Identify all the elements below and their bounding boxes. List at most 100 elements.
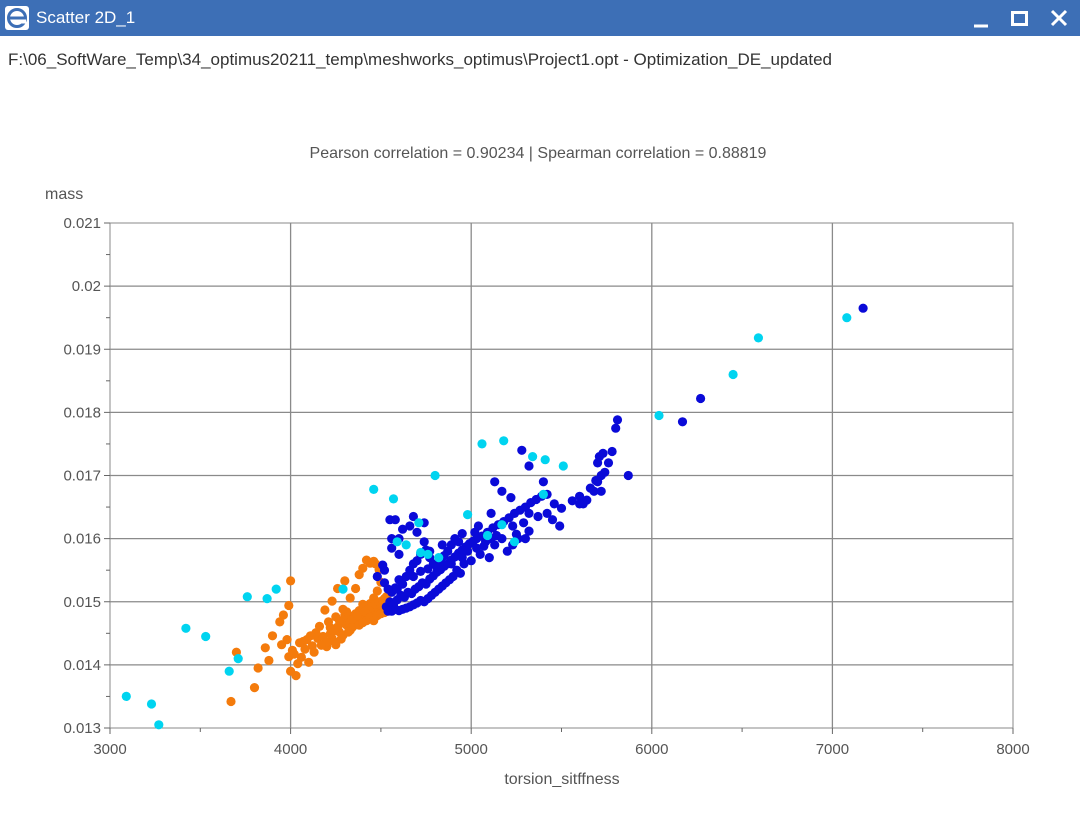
scatter-point xyxy=(457,553,467,563)
x-tick-label: 8000 xyxy=(996,741,1029,758)
scatter-point xyxy=(262,594,272,604)
scatter-point xyxy=(611,423,621,433)
scatter-point xyxy=(434,553,444,563)
scatter-point xyxy=(482,530,493,541)
close-icon[interactable] xyxy=(1040,0,1078,36)
scatter-point xyxy=(528,452,538,462)
scatter-point xyxy=(226,696,236,707)
scatter-point xyxy=(654,410,664,421)
scatter-point xyxy=(502,546,512,556)
x-tick-label: 6000 xyxy=(635,741,668,758)
scatter-point xyxy=(575,499,585,509)
x-axis-label: torsion_sitffness xyxy=(504,771,619,788)
scatter-point xyxy=(304,657,314,667)
scatter-point xyxy=(388,494,399,504)
scatter-point xyxy=(121,691,131,702)
y-tick-label: 0.018 xyxy=(63,404,101,421)
scatter-point xyxy=(542,508,552,518)
scatter-point xyxy=(490,477,500,487)
y-tick-label: 0.016 xyxy=(63,531,101,548)
scatter-point xyxy=(300,644,310,654)
scatter-point xyxy=(338,604,348,614)
scatter-point xyxy=(463,509,473,520)
scatter-point xyxy=(146,699,157,709)
scatter-point xyxy=(295,638,305,648)
scatter-point xyxy=(379,565,390,575)
scatter-point xyxy=(589,486,599,496)
scatter-point xyxy=(600,467,610,477)
scatter-point xyxy=(598,448,608,458)
scatter-point xyxy=(508,521,518,531)
scatter-point xyxy=(497,520,507,530)
scatter-point xyxy=(398,524,408,534)
scatter-point xyxy=(291,671,301,681)
y-tick-label: 0.015 xyxy=(63,594,101,611)
scatter-point xyxy=(201,631,211,642)
y-axis-label: mass xyxy=(45,186,83,203)
x-tick-label: 5000 xyxy=(455,741,488,758)
scatter-point xyxy=(309,647,319,657)
scatter-point xyxy=(430,470,440,481)
scatter-point xyxy=(253,663,263,673)
scatter-point xyxy=(623,470,633,481)
scatter-point xyxy=(372,586,382,596)
chart-title: Pearson correlation = 0.90234 | Spearman… xyxy=(310,145,767,162)
window-titlebar: Scatter 2D_1 xyxy=(0,0,1080,36)
scatter-point xyxy=(470,527,480,537)
scatter-point xyxy=(524,526,534,536)
y-tick-label: 0.017 xyxy=(63,468,101,485)
scatter-point xyxy=(264,655,274,666)
scatter-point xyxy=(323,617,334,627)
scatter-point xyxy=(401,540,411,550)
scatter-point xyxy=(499,436,509,446)
scatter-point xyxy=(533,511,543,522)
y-tick-label: 0.02 xyxy=(72,278,101,295)
grid xyxy=(109,222,1014,729)
minimize-icon[interactable] xyxy=(962,0,1000,36)
scatter-point xyxy=(540,455,550,465)
y-tick-label: 0.014 xyxy=(63,657,101,674)
scatter-point xyxy=(497,534,507,544)
scatter-point xyxy=(408,511,418,522)
scatter-point xyxy=(484,553,494,563)
scatter-point xyxy=(509,537,520,547)
scatter-point xyxy=(331,612,341,622)
scatter-point xyxy=(753,333,764,343)
x-tick-label: 4000 xyxy=(274,741,307,758)
scatter-point xyxy=(517,445,527,455)
scatter-point xyxy=(316,640,326,650)
scatter-point xyxy=(358,563,368,573)
scatter-point xyxy=(329,636,339,647)
scatter-point xyxy=(286,576,296,586)
scatter-point xyxy=(842,313,852,323)
maximize-icon[interactable] xyxy=(1000,0,1038,36)
scatter-point xyxy=(524,508,534,518)
scatter-point xyxy=(677,417,688,427)
scatter-point xyxy=(277,640,287,650)
scatter-point xyxy=(596,486,606,496)
scatter-point xyxy=(486,508,496,518)
scatter-point xyxy=(369,484,379,494)
scatter-point xyxy=(392,584,402,594)
x-tick-label: 7000 xyxy=(816,741,849,758)
scatter-point xyxy=(524,461,534,471)
scatter-point xyxy=(728,369,738,380)
scatter-point xyxy=(224,666,234,676)
scatter-point xyxy=(466,556,476,566)
scatter-point xyxy=(454,537,464,547)
scatter-point xyxy=(343,627,353,637)
scatter-point xyxy=(352,611,362,621)
scatter-point xyxy=(547,515,558,525)
scatter-point xyxy=(520,534,531,544)
scatter-point xyxy=(558,461,568,471)
scatter-point xyxy=(412,527,422,537)
axes: 3000 4000 5000 6000 7000 8000 0.013 0.014 0.015 0… xyxy=(63,215,1029,758)
y-tick-label: 0.019 xyxy=(63,341,101,358)
scatter-point xyxy=(394,549,404,560)
scatter-point xyxy=(519,518,529,528)
scatter-point xyxy=(390,515,400,525)
scatter-point xyxy=(416,547,426,558)
scatter-point xyxy=(556,503,567,513)
scatter-point xyxy=(405,521,415,531)
